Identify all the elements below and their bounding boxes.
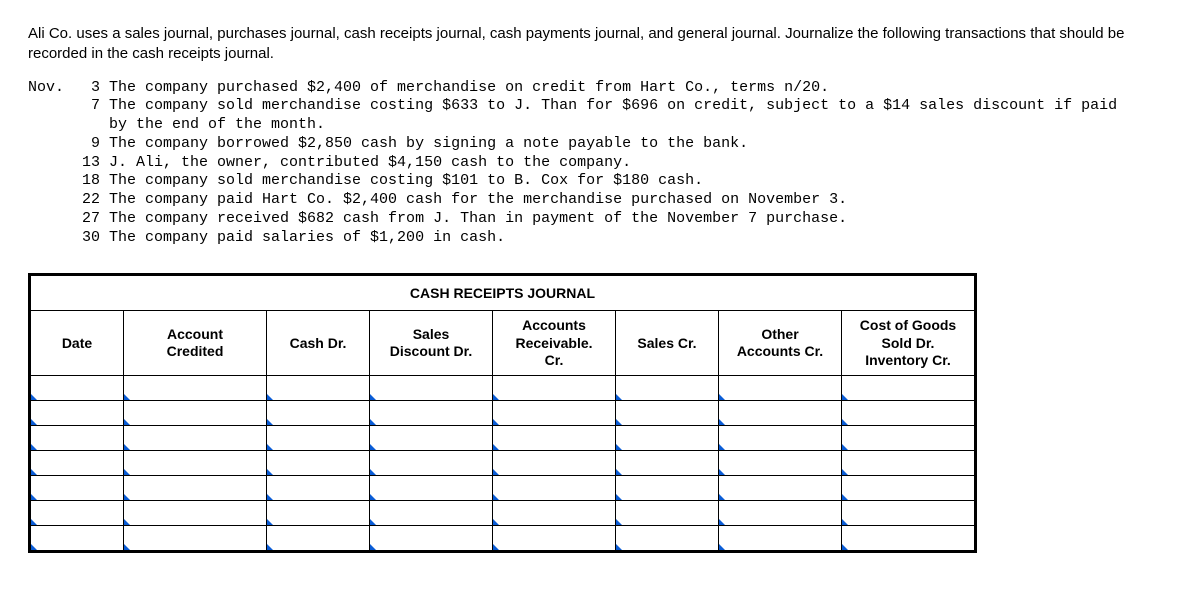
journal-cell[interactable] — [719, 501, 842, 526]
journal-cell[interactable] — [267, 401, 370, 426]
journal-cell[interactable] — [370, 526, 493, 551]
journal-cell[interactable] — [719, 401, 842, 426]
journal-cell[interactable] — [842, 401, 975, 426]
journal-cell[interactable] — [267, 376, 370, 401]
journal-cell[interactable] — [31, 526, 124, 551]
journal-cell[interactable] — [616, 501, 719, 526]
column-header: AccountCredited — [124, 311, 267, 376]
journal-cell[interactable] — [493, 501, 616, 526]
column-header: SalesDiscount Dr. — [370, 311, 493, 376]
journal-cell[interactable] — [124, 501, 267, 526]
cash-receipts-journal: CASH RECEIPTS JOURNAL DateAccountCredite… — [28, 273, 977, 553]
column-header: Sales Cr. — [616, 311, 719, 376]
journal-cell[interactable] — [616, 401, 719, 426]
journal-cell[interactable] — [719, 526, 842, 551]
journal-cell[interactable] — [842, 526, 975, 551]
journal-cell[interactable] — [842, 476, 975, 501]
journal-cell[interactable] — [31, 401, 124, 426]
journal-cell[interactable] — [124, 426, 267, 451]
journal-cell[interactable] — [370, 476, 493, 501]
journal-cell[interactable] — [616, 451, 719, 476]
journal-cell[interactable] — [842, 501, 975, 526]
journal-cell[interactable] — [493, 451, 616, 476]
journal-cell[interactable] — [842, 376, 975, 401]
transactions-block: Nov. 3 The company purchased $2,400 of m… — [28, 79, 1172, 248]
column-header: Cash Dr. — [267, 311, 370, 376]
journal-cell[interactable] — [267, 451, 370, 476]
journal-cell[interactable] — [31, 476, 124, 501]
journal-cell[interactable] — [616, 526, 719, 551]
journal-cell[interactable] — [31, 426, 124, 451]
intro-text: Ali Co. uses a sales journal, purchases … — [28, 24, 1172, 65]
journal-cell[interactable] — [842, 451, 975, 476]
journal-cell[interactable] — [31, 451, 124, 476]
journal-cell[interactable] — [124, 401, 267, 426]
column-header: OtherAccounts Cr. — [719, 311, 842, 376]
journal-cell[interactable] — [616, 376, 719, 401]
journal-cell[interactable] — [267, 476, 370, 501]
journal-cell[interactable] — [370, 501, 493, 526]
column-header: Date — [31, 311, 124, 376]
journal-cell[interactable] — [267, 501, 370, 526]
journal-cell[interactable] — [370, 376, 493, 401]
journal-title: CASH RECEIPTS JOURNAL — [31, 276, 975, 311]
journal-cell[interactable] — [370, 451, 493, 476]
journal-cell[interactable] — [370, 401, 493, 426]
journal-cell[interactable] — [493, 526, 616, 551]
journal-cell[interactable] — [842, 426, 975, 451]
journal-cell[interactable] — [124, 376, 267, 401]
journal-cell[interactable] — [267, 426, 370, 451]
column-header: Cost of GoodsSold Dr.Inventory Cr. — [842, 311, 975, 376]
journal-cell[interactable] — [31, 376, 124, 401]
journal-cell[interactable] — [719, 426, 842, 451]
journal-cell[interactable] — [124, 476, 267, 501]
journal-cell[interactable] — [31, 501, 124, 526]
journal-cell[interactable] — [370, 426, 493, 451]
journal-cell[interactable] — [719, 476, 842, 501]
journal-cell[interactable] — [616, 476, 719, 501]
journal-cell[interactable] — [616, 426, 719, 451]
journal-cell[interactable] — [124, 451, 267, 476]
journal-cell[interactable] — [719, 376, 842, 401]
journal-cell[interactable] — [267, 526, 370, 551]
journal-cell[interactable] — [124, 526, 267, 551]
journal-cell[interactable] — [493, 476, 616, 501]
journal-cell[interactable] — [493, 401, 616, 426]
column-header: AccountsReceivable.Cr. — [493, 311, 616, 376]
journal-cell[interactable] — [493, 426, 616, 451]
journal-cell[interactable] — [493, 376, 616, 401]
journal-cell[interactable] — [719, 451, 842, 476]
